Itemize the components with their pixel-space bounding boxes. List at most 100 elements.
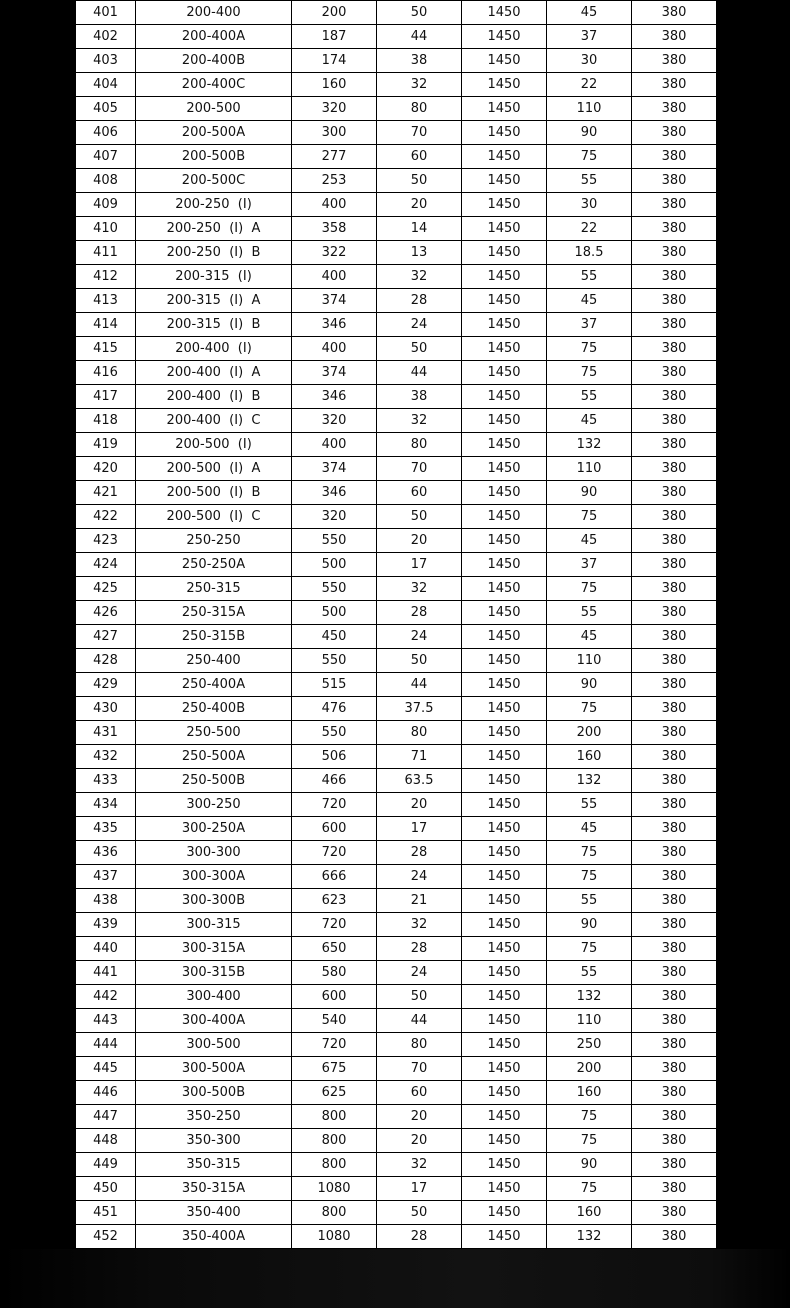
cell-head: 24 <box>376 960 462 985</box>
cell-head: 20 <box>376 192 462 217</box>
cell-power: 45 <box>546 0 632 25</box>
cell-head: 32 <box>376 408 462 433</box>
cell-speed: 1450 <box>461 168 547 193</box>
pump-spec-table: 401 200-400 200 50 1450 45 380 402 200-400A 187 44… <box>75 0 717 1249</box>
cell-power: 110 <box>546 456 632 481</box>
cell-row-number: 407 <box>75 144 136 169</box>
cell-power: 75 <box>546 840 632 865</box>
cell-model: 200-400A <box>135 24 292 49</box>
cell-voltage: 380 <box>631 1152 717 1177</box>
cell-speed: 1450 <box>461 864 547 889</box>
cell-power: 75 <box>546 936 632 961</box>
cell-row-number: 415 <box>75 336 136 361</box>
table-row: 405 200-500 320 80 1450 110 380 <box>75 96 717 121</box>
cell-row-number: 403 <box>75 48 136 73</box>
cell-power: 18.5 <box>546 240 632 265</box>
cell-head: 50 <box>376 648 462 673</box>
cell-row-number: 430 <box>75 696 136 721</box>
cell-model: 200-400 <box>135 0 292 25</box>
cell-power: 75 <box>546 144 632 169</box>
cell-head: 71 <box>376 744 462 769</box>
cell-speed: 1450 <box>461 408 547 433</box>
cell-voltage: 380 <box>631 1224 717 1249</box>
cell-head: 44 <box>376 24 462 49</box>
table-row: 415 200-400 (I) 400 50 1450 75 380 <box>75 336 717 361</box>
table-row: 429 250-400A 515 44 1450 90 380 <box>75 672 717 697</box>
cell-head: 50 <box>376 504 462 529</box>
cell-flow: 466 <box>291 768 377 793</box>
cell-row-number: 412 <box>75 264 136 289</box>
cell-power: 75 <box>546 1176 632 1201</box>
cell-flow: 400 <box>291 192 377 217</box>
cell-model: 250-500 <box>135 720 292 745</box>
table-row: 448 350-300 800 20 1450 75 380 <box>75 1128 717 1153</box>
cell-voltage: 380 <box>631 168 717 193</box>
cell-speed: 1450 <box>461 936 547 961</box>
cell-voltage: 380 <box>631 120 717 145</box>
cell-model: 200-400 (I) C <box>135 408 292 433</box>
cell-head: 60 <box>376 1080 462 1105</box>
cell-row-number: 401 <box>75 0 136 25</box>
cell-power: 200 <box>546 720 632 745</box>
cell-speed: 1450 <box>461 240 547 265</box>
cell-power: 37 <box>546 312 632 337</box>
cell-row-number: 404 <box>75 72 136 97</box>
cell-row-number: 402 <box>75 24 136 49</box>
cell-model: 200-250 (I) <box>135 192 292 217</box>
cell-voltage: 380 <box>631 936 717 961</box>
cell-flow: 800 <box>291 1104 377 1129</box>
cell-voltage: 380 <box>631 288 717 313</box>
cell-flow: 476 <box>291 696 377 721</box>
cell-speed: 1450 <box>461 552 547 577</box>
cell-voltage: 380 <box>631 840 717 865</box>
cell-voltage: 380 <box>631 216 717 241</box>
table-row: 403 200-400B 174 38 1450 30 380 <box>75 48 717 73</box>
cell-voltage: 380 <box>631 744 717 769</box>
table-row: 452 350-400A 1080 28 1450 132 380 <box>75 1224 717 1249</box>
cell-voltage: 380 <box>631 48 717 73</box>
cell-model: 200-500 (I) A <box>135 456 292 481</box>
cell-model: 250-400A <box>135 672 292 697</box>
cell-head: 50 <box>376 168 462 193</box>
cell-row-number: 417 <box>75 384 136 409</box>
cell-flow: 400 <box>291 432 377 457</box>
cell-power: 75 <box>546 1128 632 1153</box>
cell-flow: 400 <box>291 264 377 289</box>
cell-row-number: 426 <box>75 600 136 625</box>
cell-row-number: 434 <box>75 792 136 817</box>
cell-row-number: 424 <box>75 552 136 577</box>
cell-flow: 800 <box>291 1152 377 1177</box>
cell-flow: 322 <box>291 240 377 265</box>
cell-flow: 550 <box>291 528 377 553</box>
cell-speed: 1450 <box>461 1008 547 1033</box>
table-row: 427 250-315B 450 24 1450 45 380 <box>75 624 717 649</box>
cell-model: 250-315B <box>135 624 292 649</box>
cell-head: 28 <box>376 840 462 865</box>
table-row: 419 200-500 (I) 400 80 1450 132 380 <box>75 432 717 457</box>
cell-speed: 1450 <box>461 24 547 49</box>
cell-flow: 500 <box>291 600 377 625</box>
table-row: 412 200-315 (I) 400 32 1450 55 380 <box>75 264 717 289</box>
cell-model: 200-500 (I) B <box>135 480 292 505</box>
cell-head: 28 <box>376 600 462 625</box>
cell-speed: 1450 <box>461 96 547 121</box>
table-row: 433 250-500B 466 63.5 1450 132 380 <box>75 768 717 793</box>
cell-speed: 1450 <box>461 528 547 553</box>
table-row: 408 200-500C 253 50 1450 55 380 <box>75 168 717 193</box>
cell-speed: 1450 <box>461 1080 547 1105</box>
cell-flow: 374 <box>291 288 377 313</box>
cell-voltage: 380 <box>631 24 717 49</box>
cell-model: 300-315A <box>135 936 292 961</box>
cell-voltage: 380 <box>631 144 717 169</box>
cell-row-number: 411 <box>75 240 136 265</box>
cell-flow: 320 <box>291 408 377 433</box>
cell-row-number: 423 <box>75 528 136 553</box>
cell-flow: 506 <box>291 744 377 769</box>
cell-head: 17 <box>376 552 462 577</box>
cell-power: 132 <box>546 768 632 793</box>
table-row: 436 300-300 720 28 1450 75 380 <box>75 840 717 865</box>
cell-model: 250-315 <box>135 576 292 601</box>
cell-power: 55 <box>546 792 632 817</box>
cell-speed: 1450 <box>461 744 547 769</box>
cell-head: 14 <box>376 216 462 241</box>
